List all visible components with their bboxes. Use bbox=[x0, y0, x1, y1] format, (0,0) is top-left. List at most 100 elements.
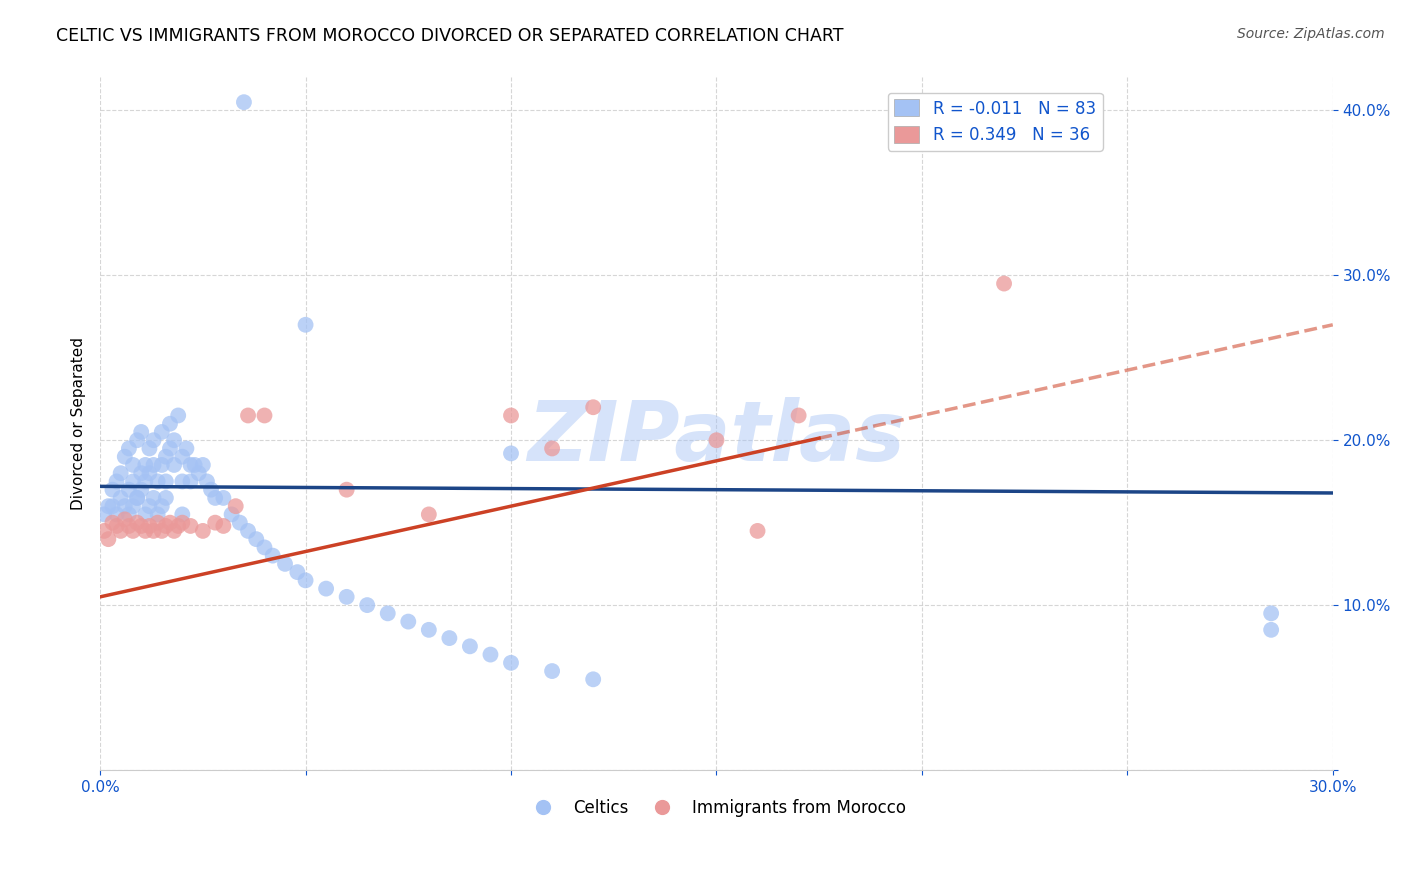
Point bbox=[129, 466, 152, 480]
Point bbox=[212, 491, 235, 505]
Point bbox=[582, 401, 605, 415]
Point bbox=[134, 508, 156, 522]
Point bbox=[97, 532, 120, 546]
Point bbox=[200, 483, 222, 497]
Point bbox=[787, 409, 810, 423]
Point bbox=[706, 434, 728, 448]
Point bbox=[163, 458, 186, 472]
Point bbox=[180, 458, 202, 472]
Point bbox=[155, 519, 177, 533]
Point bbox=[142, 491, 165, 505]
Point bbox=[1260, 623, 1282, 637]
Point bbox=[110, 524, 132, 538]
Point bbox=[159, 442, 181, 456]
Point bbox=[105, 475, 128, 489]
Point bbox=[253, 541, 276, 555]
Point bbox=[127, 491, 149, 505]
Point bbox=[163, 434, 186, 448]
Point bbox=[101, 516, 124, 530]
Point bbox=[172, 450, 194, 464]
Point bbox=[180, 475, 202, 489]
Point bbox=[146, 475, 169, 489]
Point bbox=[150, 524, 173, 538]
Point bbox=[499, 446, 522, 460]
Point bbox=[336, 483, 359, 497]
Point bbox=[262, 549, 284, 563]
Point bbox=[180, 519, 202, 533]
Point bbox=[105, 519, 128, 533]
Point bbox=[499, 656, 522, 670]
Point bbox=[129, 519, 152, 533]
Point bbox=[236, 409, 259, 423]
Point bbox=[212, 519, 235, 533]
Point bbox=[142, 458, 165, 472]
Point bbox=[122, 524, 145, 538]
Point bbox=[582, 673, 605, 687]
Point bbox=[458, 640, 481, 654]
Point bbox=[134, 458, 156, 472]
Point bbox=[155, 475, 177, 489]
Text: Source: ZipAtlas.com: Source: ZipAtlas.com bbox=[1237, 27, 1385, 41]
Point bbox=[138, 499, 160, 513]
Point bbox=[336, 590, 359, 604]
Legend: Celtics, Immigrants from Morocco: Celtics, Immigrants from Morocco bbox=[520, 793, 912, 824]
Point bbox=[138, 519, 160, 533]
Point bbox=[122, 458, 145, 472]
Point bbox=[118, 508, 141, 522]
Point bbox=[150, 499, 173, 513]
Point bbox=[146, 516, 169, 530]
Point bbox=[118, 483, 141, 497]
Point bbox=[127, 434, 149, 448]
Point bbox=[97, 499, 120, 513]
Point bbox=[221, 508, 243, 522]
Point bbox=[294, 318, 316, 332]
Point bbox=[159, 516, 181, 530]
Point bbox=[499, 409, 522, 423]
Point bbox=[138, 466, 160, 480]
Point bbox=[105, 508, 128, 522]
Point bbox=[1260, 607, 1282, 621]
Point bbox=[253, 409, 276, 423]
Point bbox=[134, 475, 156, 489]
Point bbox=[479, 648, 502, 662]
Point bbox=[285, 565, 308, 579]
Point bbox=[195, 475, 218, 489]
Point bbox=[122, 475, 145, 489]
Point bbox=[122, 499, 145, 513]
Point bbox=[187, 466, 209, 480]
Text: ZIPatlas: ZIPatlas bbox=[527, 397, 905, 478]
Point bbox=[229, 516, 252, 530]
Point bbox=[439, 631, 461, 645]
Point bbox=[142, 434, 165, 448]
Point bbox=[138, 442, 160, 456]
Point bbox=[114, 512, 136, 526]
Point bbox=[101, 483, 124, 497]
Point bbox=[294, 574, 316, 588]
Point bbox=[159, 417, 181, 431]
Point bbox=[747, 524, 769, 538]
Point bbox=[225, 499, 247, 513]
Point bbox=[274, 557, 297, 571]
Point bbox=[204, 491, 226, 505]
Point bbox=[315, 582, 337, 596]
Point bbox=[110, 491, 132, 505]
Point bbox=[191, 458, 214, 472]
Point bbox=[114, 450, 136, 464]
Y-axis label: Divorced or Separated: Divorced or Separated bbox=[72, 337, 86, 510]
Point bbox=[396, 615, 419, 629]
Point bbox=[418, 623, 440, 637]
Point bbox=[114, 499, 136, 513]
Point bbox=[183, 458, 205, 472]
Point bbox=[93, 508, 115, 522]
Point bbox=[176, 442, 198, 456]
Point bbox=[129, 483, 152, 497]
Point bbox=[191, 524, 214, 538]
Point bbox=[163, 524, 186, 538]
Point bbox=[236, 524, 259, 538]
Point bbox=[167, 519, 190, 533]
Text: CELTIC VS IMMIGRANTS FROM MOROCCO DIVORCED OR SEPARATED CORRELATION CHART: CELTIC VS IMMIGRANTS FROM MOROCCO DIVORC… bbox=[56, 27, 844, 45]
Point bbox=[172, 475, 194, 489]
Point bbox=[541, 664, 564, 678]
Point bbox=[101, 499, 124, 513]
Point bbox=[541, 442, 564, 456]
